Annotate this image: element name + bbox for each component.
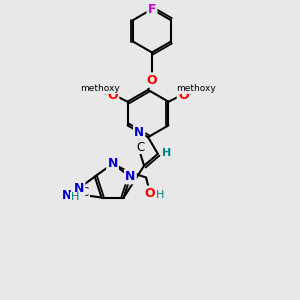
Text: methoxy: methoxy <box>176 84 216 93</box>
Text: methoxy: methoxy <box>80 84 120 93</box>
Text: H: H <box>162 148 171 158</box>
Text: N: N <box>107 157 118 170</box>
Text: N: N <box>125 170 136 183</box>
Text: F: F <box>148 3 156 16</box>
Text: O: O <box>145 187 155 200</box>
Text: O: O <box>178 89 189 102</box>
Text: O: O <box>107 89 118 102</box>
Text: N: N <box>62 189 72 202</box>
Text: N: N <box>134 126 144 139</box>
Text: O: O <box>147 74 157 87</box>
Text: C: C <box>81 186 89 199</box>
Text: H: H <box>71 192 79 202</box>
Text: C: C <box>136 140 144 154</box>
Text: H: H <box>156 190 164 200</box>
Text: N: N <box>74 182 84 195</box>
